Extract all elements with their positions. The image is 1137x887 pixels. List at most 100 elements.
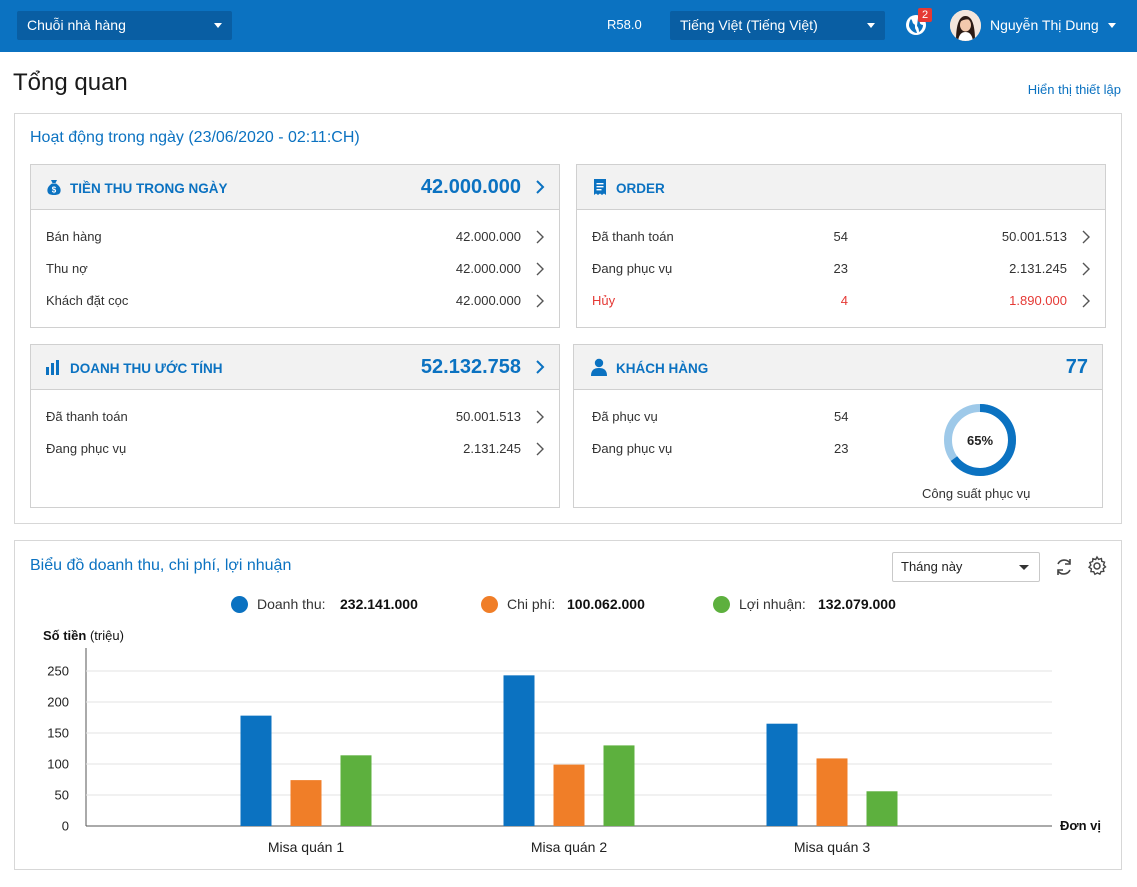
revenue-card-title: TIỀN THU TRONG NGÀY [70,181,228,196]
legend-cost[interactable]: Chi phí: 100.062.000 [481,595,681,615]
revenue-row-debt[interactable]: Thu nợ 42.000.000 [31,253,559,285]
capacity-donut-fill [944,404,1016,476]
legend-dot [481,596,498,613]
language-select[interactable]: Tiếng Việt (Tiếng Việt) [670,11,885,40]
bar-revenue [503,675,535,826]
row-value: 50.001.513 [1001,229,1067,244]
avatar[interactable] [950,10,981,41]
row-count: 54 [834,409,849,424]
chevron-right-icon [536,230,544,244]
row-label: Đang phục vụ [592,441,673,456]
legend-value: 232.141.000 [340,596,418,612]
legend-name: Chi phí: [507,596,556,612]
estimated-card-title: DOANH THU ƯỚC TÍNH [70,361,223,376]
chain-select[interactable]: Chuỗi nhà hàng [17,11,232,40]
customers-card: KHÁCH HÀNG 77 Đã phục vụ 54 Đang phục vụ… [573,344,1103,508]
y-tick-label: 250 [47,664,69,679]
bar-cost [553,764,585,826]
bar-profit [603,745,635,826]
row-count: 54 [833,229,848,244]
row-count: 4 [840,293,848,308]
legend-name: Doanh thu: [257,596,326,612]
row-value: 50.001.513 [455,409,521,424]
user-name[interactable]: Nguyễn Thị Dung [990,17,1099,33]
bar-cost [290,780,322,826]
display-settings-link[interactable]: Hiển thị thiết lập [1027,82,1121,97]
chevron-right-icon [536,262,544,276]
version-label: R58.0 [607,17,642,32]
legend-revenue[interactable]: Doanh thu: 232.141.000 [231,595,441,615]
language-select-label: Tiếng Việt (Tiếng Việt) [680,17,818,33]
notification-badge[interactable]: 2 [918,8,932,22]
user-icon [591,358,607,376]
x-tick-label: Misa quán 3 [794,839,870,855]
row-value: 42.000.000 [455,293,521,308]
receipt-icon [594,179,606,195]
revenue-row-sales[interactable]: Bán hàng 42.000.000 [31,221,559,253]
chain-select-label: Chuỗi nhà hàng [27,17,126,33]
capacity-donut: 65% [944,404,1016,476]
order-card-header: ORDER [577,165,1105,210]
row-label: Đang phục vụ [46,441,127,456]
row-value: 42.000.000 [455,261,521,276]
revenue-card-header[interactable]: $ TIỀN THU TRONG NGÀY 42.000.000 [31,165,559,210]
revenue-row-deposit[interactable]: Khách đặt cọc 42.000.000 [31,285,559,317]
revenue-card: $ TIỀN THU TRONG NGÀY 42.000.000 Bán hàn… [30,164,560,328]
y-axis-title-bold: Số tiền [43,628,87,643]
row-label: Đã thanh toán [592,229,674,244]
y-tick-label: 0 [62,819,69,834]
chevron-right-icon [536,442,544,456]
row-label: Đã phục vụ [592,409,658,424]
chevron-right-icon [1082,294,1090,308]
x-tick-label: Misa quán 2 [531,839,607,855]
row-value: 2.131.245 [463,441,521,456]
refresh-icon[interactable] [1053,556,1075,578]
chevron-right-icon [536,294,544,308]
row-value: 42.000.000 [455,229,521,244]
gear-icon[interactable] [1086,555,1108,577]
chevron-right-icon [536,360,545,374]
page-title: Tổng quan [13,69,128,96]
row-label: Khách đặt cọc [46,293,129,308]
legend-dot [231,596,248,613]
estimated-total: 52.132.758 [420,356,521,378]
y-tick-label: 50 [55,788,69,803]
activity-title: Hoạt động trong ngày (23/06/2020 - 02:11… [30,129,360,146]
order-card: ORDER Đã thanh toán 54 50.001.513 Đang p… [576,164,1106,328]
customers-card-title: KHÁCH HÀNG [616,361,709,376]
money-bag-icon: $ [47,180,61,195]
bar-chart: 0 50 100 150 200 250 Misa quán 1 Misa quán 2 Mis… [47,648,1052,855]
period-select-label: Tháng này [901,559,963,574]
legend-profit[interactable]: Lợi nhuận: 132.079.000 [713,595,923,615]
period-select[interactable]: Tháng này [892,552,1040,582]
estimated-card-header[interactable]: DOANH THU ƯỚC TÍNH 52.132.758 [31,345,559,390]
customers-row-served: Đã phục vụ 54 [574,401,1102,433]
legend-name: Lợi nhuận: [739,596,806,612]
capacity-percent-label: 65% [967,433,993,448]
chevron-down-icon [214,23,222,28]
chevron-right-icon [536,410,544,424]
legend-dot [713,596,730,613]
legend-value: 132.079.000 [818,596,896,612]
estimated-row-paid[interactable]: Đã thanh toán 50.001.513 [31,401,559,433]
row-count: 23 [833,261,848,276]
order-row-cancelled[interactable]: Hủy 4 1.890.000 [577,285,1105,317]
estimated-revenue-card: DOANH THU ƯỚC TÍNH 52.132.758 Đã thanh t… [30,344,560,508]
estimated-row-serving[interactable]: Đang phục vụ 2.131.245 [31,433,559,465]
top-bar: Chuỗi nhà hàng R58.0 Tiếng Việt (Tiếng V… [0,0,1137,52]
chart-panel-title: Biểu đồ doanh thu, chi phí, lợi nhuận [30,557,292,574]
chevron-right-icon [536,180,545,194]
order-row-paid[interactable]: Đã thanh toán 54 50.001.513 [577,221,1105,253]
y-axis-title-unit: (triệu) [89,628,124,643]
x-tick-label: Misa quán 1 [268,839,344,855]
bar-profit [866,791,898,826]
bar-cost [816,758,848,826]
y-tick-label: 200 [47,695,69,710]
bar-profit [340,755,372,826]
order-row-serving[interactable]: Đang phục vụ 23 2.131.245 [577,253,1105,285]
chevron-down-icon[interactable] [1108,23,1116,28]
y-tick-label: 150 [47,726,69,741]
row-value: 2.131.245 [1009,261,1067,276]
customers-row-serving: Đang phục vụ 23 [574,433,1102,465]
bar-revenue [766,723,798,826]
